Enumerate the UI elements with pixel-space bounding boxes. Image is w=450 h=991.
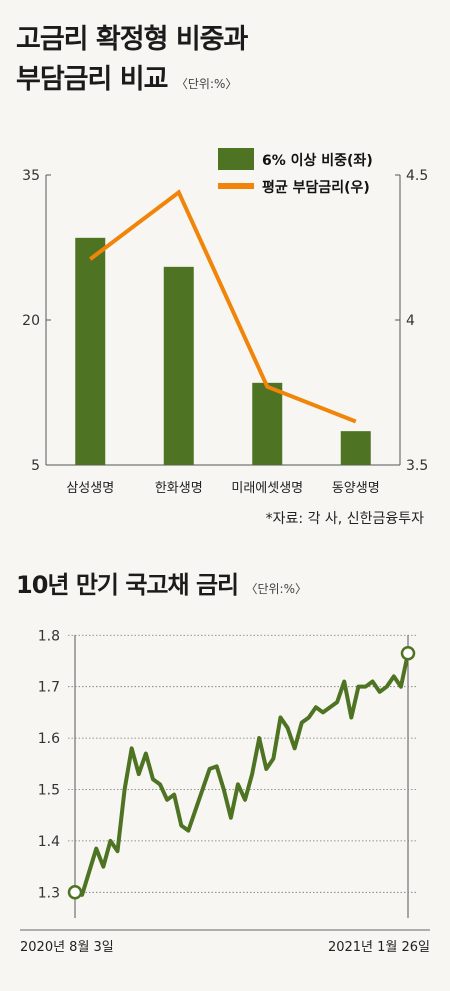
chart2-unit: 〈단위:%〉 xyxy=(245,582,307,596)
category-label: 동양생명 xyxy=(332,481,380,496)
x-start-label: 2020년 8월 3일 xyxy=(20,940,114,955)
legend-swatch-line xyxy=(218,183,254,189)
right-tick-label: 4.5 xyxy=(406,168,428,184)
end-point xyxy=(400,646,416,661)
chart1-source: *자료: 각 사, 신한금융투자 xyxy=(265,511,424,527)
rate-line xyxy=(74,652,410,897)
legend-swatch-bar xyxy=(218,148,254,170)
left-tick-label: 5 xyxy=(31,458,40,474)
left-tick-label: 35 xyxy=(22,168,40,184)
y-tick-label: 1.8 xyxy=(38,628,60,644)
legend: 6% 이상 비중(좌) 평균 부담금리(우) xyxy=(218,148,373,196)
chart1-title-line1: 고금리 확정형 비중과 xyxy=(16,24,248,55)
bar xyxy=(252,382,283,465)
legend-label-bar: 6% 이상 비중(좌) xyxy=(262,152,373,169)
y-tick-label: 1.4 xyxy=(38,834,60,850)
y-tick-label: 1.5 xyxy=(38,782,60,798)
bar xyxy=(340,431,371,465)
category-label: 삼성생명 xyxy=(66,481,114,496)
right-tick-label: 4 xyxy=(406,313,415,329)
chart1-svg: 5 20 35 3.5 4 4.5 삼성생명 한화생명 미래에셋생명 동양생명 6% 이상 비중(좌… xyxy=(22,148,428,496)
chart1-title-line2-text: 부담금리 비교 xyxy=(16,64,168,95)
bar xyxy=(75,237,106,465)
y-tick-label: 1.7 xyxy=(38,680,60,696)
chart1-unit: 〈단위:%〉 xyxy=(175,77,238,91)
chart1-title: 고금리 확정형 비중과 부담금리 비교 〈단위:%〉 xyxy=(16,20,248,104)
y-tick-label: 1.6 xyxy=(38,731,60,747)
legend-label-line: 평균 부담금리(우) xyxy=(262,179,370,196)
chart2-title-row: 10년 만기 국고채 금리 〈단위:%〉 xyxy=(16,565,307,609)
line-series xyxy=(89,189,357,424)
category-label: 한화생명 xyxy=(155,481,203,496)
right-tick-label: 3.5 xyxy=(406,458,428,474)
chart2-title: 10년 만기 국고채 금리 xyxy=(16,571,239,599)
chart1-title-line2: 부담금리 비교 〈단위:%〉 xyxy=(16,60,247,104)
x-end-label: 2021년 1월 26일 xyxy=(328,940,430,955)
start-point xyxy=(67,885,83,900)
y-tick-label: 1.3 xyxy=(38,885,60,901)
left-tick-label: 20 xyxy=(22,313,40,329)
bar xyxy=(163,266,194,465)
category-label: 미래에셋생명 xyxy=(231,481,303,496)
